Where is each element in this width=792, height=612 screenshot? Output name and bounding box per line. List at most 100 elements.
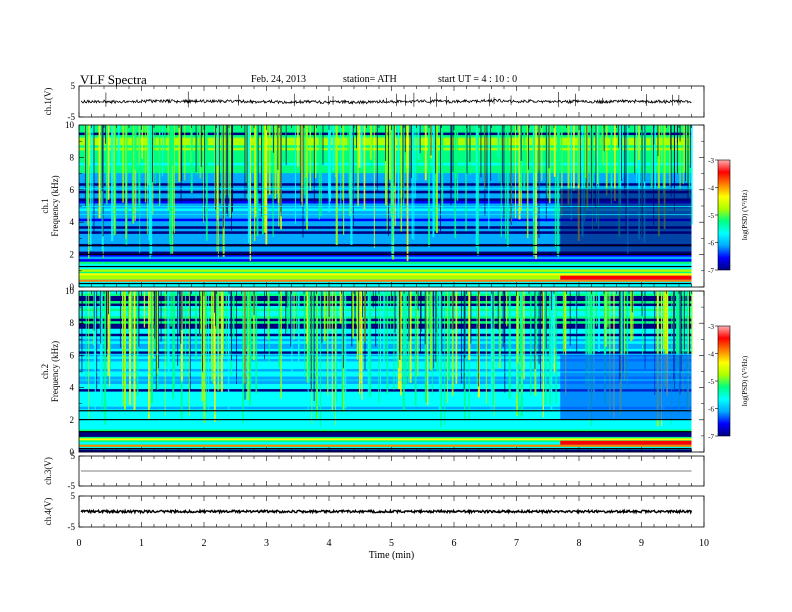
sferic-streak (122, 291, 124, 407)
sferic-streak (632, 291, 634, 340)
freq-band (79, 384, 692, 387)
sferic-streak (436, 291, 439, 372)
sferic-streak (621, 125, 623, 179)
sferic-streak (605, 125, 608, 196)
lf-line-red (560, 440, 692, 445)
sferic-streak (359, 291, 361, 394)
sferic-streak (141, 125, 143, 159)
sferic-streak (430, 291, 433, 371)
dark-streak (232, 125, 233, 211)
sferic-streak (278, 125, 280, 227)
sferic-streak (152, 291, 154, 359)
sferic-streak (278, 291, 280, 367)
sferic-streak (448, 291, 451, 381)
sferic-streak (402, 291, 405, 411)
dark-streak (246, 125, 248, 194)
sferic-streak (248, 291, 251, 406)
dark-streak (322, 125, 324, 165)
y-axis-label: ch.3(V) (43, 457, 53, 485)
sferic-streak (394, 125, 396, 226)
sferic-streak (167, 125, 169, 211)
dark-streak (503, 125, 505, 218)
sferic-streak (384, 125, 387, 206)
spectrogram-image (79, 125, 693, 288)
sferic-streak (217, 291, 220, 391)
dark-streak (591, 125, 593, 202)
freq-band (79, 396, 692, 400)
sferic-streak (328, 125, 331, 213)
freq-band (79, 366, 692, 370)
sferic-streak (169, 125, 171, 245)
sferic-streak (250, 291, 252, 387)
sferic-streak (516, 291, 519, 355)
freq-band (79, 246, 692, 250)
sferic-streak (190, 125, 193, 194)
sferic-streak (562, 291, 564, 363)
sferic-streak (552, 291, 555, 364)
dark-streak (622, 291, 624, 374)
freq-band (79, 371, 692, 375)
sferic-streak (573, 125, 575, 192)
sferic-streak (188, 291, 190, 417)
sferic-streak (663, 125, 666, 230)
sferic-streak (454, 125, 457, 239)
sferic-streak (413, 125, 415, 240)
sferic-streak (227, 125, 230, 196)
sferic-streak (297, 291, 300, 369)
sferic-streak (246, 291, 249, 347)
sferic-streak (308, 291, 311, 375)
sferic-streak (556, 125, 559, 257)
sferic-streak (440, 291, 442, 427)
dark-streak (244, 291, 246, 400)
dark-streak (177, 291, 179, 366)
sferic-streak (329, 291, 331, 331)
y-tick-label: -5 (68, 522, 76, 532)
sferic-streak (555, 291, 557, 404)
lf-line (79, 273, 692, 276)
dark-streak (257, 125, 259, 194)
colorbar-tick-label: -5 (708, 212, 714, 220)
sferic-streak (589, 125, 592, 192)
freq-band (79, 436, 692, 440)
sferic-streak (546, 125, 548, 197)
colorbar-tick-label: -7 (708, 267, 714, 275)
sferic-streak (276, 125, 278, 195)
freq-band (79, 411, 692, 415)
sferic-streak (476, 125, 479, 256)
sferic-streak (171, 125, 174, 166)
sferic-streak (416, 125, 418, 181)
freq-band (79, 434, 692, 438)
sferic-streak (657, 125, 660, 237)
dark-streak (641, 125, 643, 237)
dark-streak (654, 291, 656, 396)
sferic-streak (288, 291, 291, 324)
sferic-streak (327, 125, 329, 195)
freq-band (79, 231, 692, 235)
sferic-streak (523, 291, 525, 380)
dark-streak (404, 125, 406, 153)
narrowband-line-cyan (79, 371, 692, 373)
sferic-streak (558, 125, 561, 173)
freq-band (79, 226, 692, 230)
sferic-streak (125, 125, 127, 239)
sferic-streak (170, 125, 172, 256)
sferic-streak (272, 125, 274, 238)
dark-streak (679, 125, 681, 142)
freq-band (79, 218, 692, 222)
start-time-label: start UT = 4 : 10 : 0 (438, 74, 518, 85)
sferic-streak (203, 125, 205, 223)
dark-streak (385, 125, 387, 162)
y-tick-label: 5 (71, 451, 76, 461)
sferic-streak (315, 291, 318, 421)
sferic-streak (427, 291, 429, 406)
freq-band (79, 419, 692, 423)
sferic-streak (88, 291, 90, 420)
dark-streak (576, 291, 578, 353)
sferic-streak (129, 291, 132, 405)
dark-streak (569, 291, 571, 346)
sferic-streak (107, 291, 110, 376)
dark-streak (502, 291, 504, 348)
sferic-streak (691, 291, 693, 355)
colorbar-tick-label: -4 (708, 185, 714, 193)
sferic-streak (199, 125, 201, 179)
